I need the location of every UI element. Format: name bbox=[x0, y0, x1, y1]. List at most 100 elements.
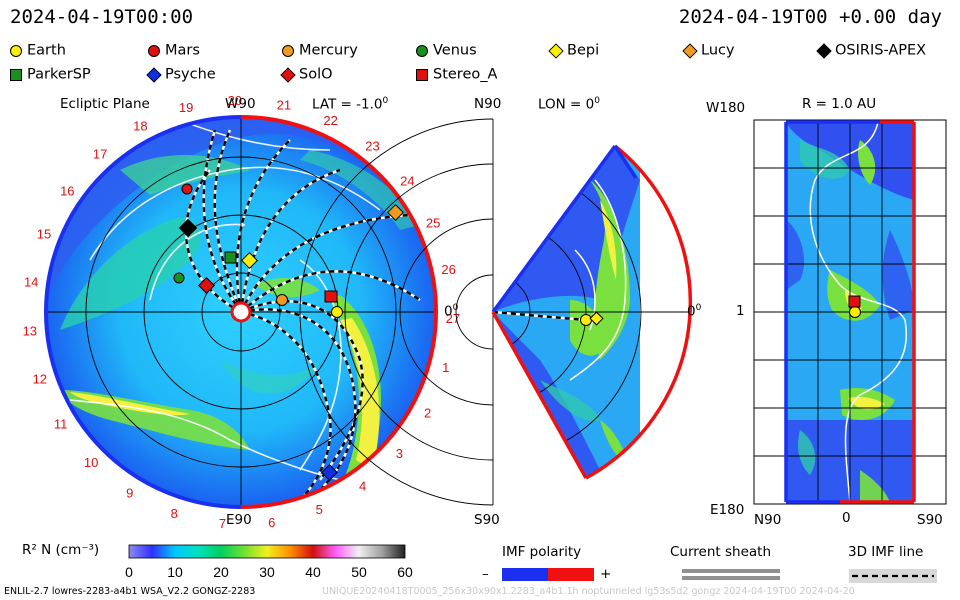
sector-label: 17 bbox=[93, 147, 107, 162]
psyche-marker bbox=[321, 464, 338, 481]
legend-label: SolO bbox=[299, 66, 333, 83]
radial-top-left-label: W180 bbox=[706, 100, 746, 116]
ecliptic-right-label: 00 bbox=[444, 303, 459, 320]
circle-marker-icon bbox=[416, 44, 428, 57]
imf-plus-label: + bbox=[600, 566, 612, 582]
legend-label: Mercury bbox=[299, 42, 358, 59]
legend-label: Psyche bbox=[165, 66, 216, 83]
meridional-top-label: N90 bbox=[474, 96, 502, 112]
legend-item-solo: SolO bbox=[280, 64, 333, 83]
ecliptic-bottom-label: E90 bbox=[226, 512, 252, 528]
solo-marker bbox=[198, 277, 215, 294]
sector-label: 16 bbox=[60, 183, 74, 198]
earth-marker-radial bbox=[849, 306, 861, 318]
ecliptic-panel bbox=[44, 115, 438, 509]
sector-label: 14 bbox=[24, 274, 38, 289]
colorbar-tick-label: 60 bbox=[397, 564, 413, 580]
bepi-marker-meridional bbox=[589, 311, 604, 326]
legend-item-bepi: Bepi bbox=[548, 40, 600, 59]
colorbar-tick-label: 20 bbox=[213, 564, 229, 580]
ecliptic-top-label: W90 bbox=[225, 96, 256, 112]
elapsed-time: 2024-04-19T00 +0.00 day bbox=[678, 6, 942, 28]
sector-label: 20 bbox=[228, 93, 242, 108]
ecliptic-lat-label: LAT = -1.00 bbox=[312, 96, 389, 113]
meridional-bottom-label: S90 bbox=[474, 512, 500, 528]
colorbar bbox=[128, 544, 406, 559]
sector-label: 26 bbox=[441, 262, 455, 277]
legend-item-mars: Mars bbox=[148, 40, 200, 59]
square-marker-icon bbox=[416, 68, 428, 81]
footer-run-info: UNIQUE20240418T0005_256x30x90x1.2283_a4b… bbox=[322, 586, 855, 597]
radial-bottom-left-label: E180 bbox=[710, 502, 745, 518]
legend-item-mercury: Mercury bbox=[282, 40, 358, 59]
colorbar-tick-label: 50 bbox=[351, 564, 367, 580]
radial-x-label-0: 0 bbox=[842, 510, 851, 526]
sector-label: 4 bbox=[359, 479, 366, 494]
sector-label: 11 bbox=[54, 416, 68, 431]
square-marker-icon bbox=[10, 68, 22, 81]
circle-marker-icon bbox=[148, 44, 160, 57]
sector-label: 10 bbox=[84, 455, 98, 470]
legend-label: Stereo_A bbox=[433, 66, 498, 83]
legend-item-osiris-apex: OSIRIS-APEX bbox=[816, 40, 927, 59]
imf-minus-label: – bbox=[482, 566, 489, 582]
meridional-lon-label: LON = 00 bbox=[538, 96, 600, 113]
footer-model-info: ENLIL-2.7 lowres-2283-a4b1 WSA_V2.2 GONG… bbox=[4, 586, 256, 597]
current-sheath-title: Current sheath bbox=[670, 544, 772, 560]
sector-label: 8 bbox=[171, 506, 178, 521]
imf-negative-swatch bbox=[502, 568, 548, 581]
lucy-marker bbox=[387, 204, 404, 221]
radial-x-label-s90: S90 bbox=[917, 512, 943, 528]
legend-label: Earth bbox=[27, 42, 66, 59]
sector-label: 24 bbox=[400, 174, 414, 189]
mars-marker bbox=[181, 183, 193, 195]
sector-label: 19 bbox=[179, 100, 193, 115]
sector-label: 15 bbox=[37, 227, 51, 242]
sector-label: 5 bbox=[316, 502, 323, 517]
sector-label: 9 bbox=[126, 485, 133, 500]
carrington-sector-labels: 19 20 212223242526271234567891011121314151… bbox=[23, 93, 461, 531]
venus-marker bbox=[173, 272, 185, 284]
colorbar-tick-label: 0 bbox=[125, 564, 133, 580]
sector-label: 6 bbox=[268, 515, 275, 530]
sector-label: 18 bbox=[133, 118, 147, 133]
colorbar-tick-label: 40 bbox=[305, 564, 321, 580]
legend-item-psyche: Psyche bbox=[146, 64, 216, 83]
legend-item-parkersp: ParkerSP bbox=[10, 64, 91, 83]
osiris-apex-marker bbox=[178, 218, 198, 238]
legend-item-stereo-a: Stereo_A bbox=[416, 64, 497, 83]
sector-label: 12 bbox=[33, 372, 47, 387]
legend-item-venus: Venus bbox=[416, 40, 477, 59]
imf-polarity-title: IMF polarity bbox=[502, 544, 582, 560]
stereo-a-marker-radial bbox=[848, 295, 861, 308]
colorbar-label: R² N (cm⁻³) bbox=[22, 542, 100, 558]
sector-label: 7 bbox=[219, 516, 226, 531]
legend-label: Mars bbox=[165, 42, 200, 59]
sector-label: 23 bbox=[365, 139, 379, 154]
legend-label: Lucy bbox=[701, 42, 735, 59]
mercury-marker bbox=[276, 294, 288, 306]
sun-marker bbox=[230, 301, 252, 323]
legend-label: ParkerSP bbox=[27, 66, 91, 83]
sector-label: 2 bbox=[424, 406, 431, 421]
imf-positive-swatch bbox=[548, 568, 594, 581]
sector-label: 3 bbox=[396, 446, 403, 461]
legend-label: Venus bbox=[433, 42, 477, 59]
radial-r-label: R = 1.0 AU bbox=[802, 96, 877, 112]
colorbar-tick-label: 10 bbox=[167, 564, 183, 580]
legend-label: OSIRIS-APEX bbox=[835, 42, 927, 59]
legend-label: Bepi bbox=[567, 42, 600, 59]
legend-item-lucy: Lucy bbox=[682, 40, 735, 59]
colorbar-tick-label: 30 bbox=[259, 564, 275, 580]
legend-item-earth: Earth bbox=[10, 40, 66, 59]
sector-label: 25 bbox=[426, 215, 440, 230]
imf-3d-title: 3D IMF line bbox=[848, 544, 924, 560]
stereo-a-marker bbox=[324, 290, 338, 303]
sector-label: 22 bbox=[323, 113, 337, 128]
timestamp: 2024-04-19T00:00 bbox=[10, 6, 194, 28]
radial-x-label-n90: N90 bbox=[754, 512, 782, 528]
earth-marker bbox=[331, 306, 343, 318]
sector-label: 21 bbox=[277, 97, 291, 112]
circle-marker-icon bbox=[10, 44, 22, 57]
